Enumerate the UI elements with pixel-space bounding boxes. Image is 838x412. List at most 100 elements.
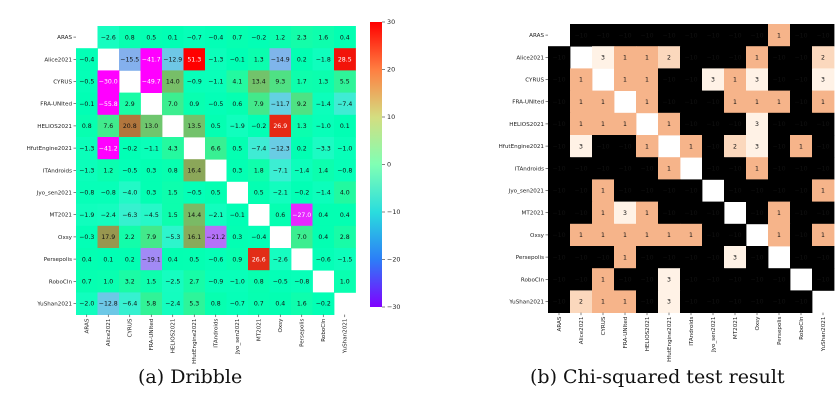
cell-cyrus-robocin <box>790 68 813 91</box>
cell-cyrus-alice2021 <box>570 68 593 91</box>
cell-label-persepolis-fra-united: −19.1 <box>142 256 161 263</box>
cell-aras-oxsy <box>269 26 292 49</box>
cell-label-fra-united-mt2021: 7.9 <box>254 101 264 108</box>
cell-label-aras-robocin: −10 <box>794 32 807 39</box>
cell-alice2021-persepolis <box>291 48 313 71</box>
cell-label-robocin-alice2021: 1.0 <box>103 279 113 286</box>
cell-persepolis-jyo-sen2021 <box>702 246 725 269</box>
cell-label-aras-itandroids: −10 <box>684 32 697 39</box>
cell-jyo-sen2021-aras <box>76 181 98 204</box>
cell-aras-robocin <box>312 26 335 49</box>
cell-fra-united-aras <box>548 90 571 114</box>
cell-label-fra-united-alice2021: −55.8 <box>99 101 118 108</box>
cell-helios2021-itandroids <box>205 114 227 138</box>
cell-label-jyo-sen2021-cyrus: 1 <box>601 188 605 195</box>
cell-hfutengine2021-aras <box>76 137 98 160</box>
cell-label-oxsy-aras: −0.3 <box>79 234 94 241</box>
cell-label-persepolis-helios2021: −10 <box>640 254 653 261</box>
cell-label-aras-hfutengine2021: −10 <box>662 32 675 39</box>
cell-fra-united-alice2021 <box>97 92 120 116</box>
cell-fra-united-oxsy <box>746 90 769 114</box>
cell-mt2021-itandroids <box>680 201 703 225</box>
cell-aras-fra-united <box>140 26 163 49</box>
cell-yushan2021-jyo-sen2021 <box>702 290 725 313</box>
cell-label-robocin-itandroids: −0.9 <box>208 279 223 286</box>
cell-label-robocin-aras: −10 <box>552 277 565 284</box>
cell-cyrus-persepolis <box>291 70 313 93</box>
cell-alice2021-persepolis <box>768 46 791 69</box>
cell-label-persepolis-alice2021: −10 <box>574 254 587 261</box>
cell-cyrus-itandroids <box>205 70 227 93</box>
cell-jyo-sen2021-persepolis <box>768 179 791 202</box>
cell-helios2021-persepolis <box>768 112 791 136</box>
cell-yushan2021-aras <box>548 290 571 313</box>
cell-label-persepolis-oxsy: −10 <box>750 254 763 261</box>
cell-itandroids-cyrus <box>119 159 141 182</box>
cell-fra-united-yushan2021 <box>334 92 356 116</box>
cell-alice2021-robocin <box>790 46 813 69</box>
colorbar-tick-label: −20 <box>387 256 401 264</box>
cell-robocin-aras <box>548 268 571 291</box>
caption-chi-squared: (b) Chi-squared test result <box>530 366 785 388</box>
y-tick-label-persepolis: Persepolis <box>516 255 544 261</box>
cell-label-oxsy-fra-united: 7.9 <box>146 234 156 241</box>
cell-oxsy-fra-united <box>614 223 637 247</box>
cell-label-fra-united-oxsy: 1 <box>755 99 759 106</box>
cell-aras-itandroids <box>680 24 703 47</box>
cell-hfutengine2021-helios2021 <box>162 137 184 160</box>
cell-label-fra-united-oxsy: −11.7 <box>271 101 290 108</box>
cell-itandroids-jyo-sen2021 <box>226 159 249 182</box>
cell-label-helios2021-alice2021: 1 <box>579 121 583 128</box>
cell-helios2021-hfutengine2021 <box>183 114 206 138</box>
cell-yushan2021-itandroids <box>205 292 227 315</box>
cell-label-alice2021-hfutengine2021: 2 <box>667 55 671 62</box>
cell-cyrus-oxsy <box>746 68 769 91</box>
cell-label-hfutengine2021-itandroids: 1 <box>689 143 693 150</box>
cell-yushan2021-fra-united <box>140 292 163 315</box>
cell-jyo-sen2021-aras <box>548 179 571 202</box>
cell-label-aras-hfutengine2021: −0.7 <box>187 34 202 41</box>
x-tick-label-persepolis: Persepolis <box>777 317 783 345</box>
cell-label-robocin-alice2021: −10 <box>574 277 587 284</box>
cell-cyrus-itandroids <box>680 68 703 91</box>
cell-label-alice2021-yushan2021: 28.5 <box>338 57 352 64</box>
cell-cyrus-aras <box>548 68 571 91</box>
cell-aras-cyrus <box>119 26 141 49</box>
cell-label-yushan2021-robocin: −10 <box>794 299 807 306</box>
cell-cyrus-hfutengine2021 <box>183 70 206 93</box>
cell-label-hfutengine2021-helios2021: 1 <box>645 143 649 150</box>
cell-label-hfutengine2021-robocin: 1 <box>799 143 803 150</box>
cell-robocin-helios2021 <box>636 268 659 291</box>
cell-label-cyrus-itandroids: −10 <box>684 77 697 84</box>
cell-label-yushan2021-itandroids: −10 <box>684 299 697 306</box>
cell-label-helios2021-jyo-sen2021: −1.9 <box>230 123 245 130</box>
cell-label-helios2021-aras: −10 <box>552 121 565 128</box>
cell-label-robocin-jyo-sen2021: −1.0 <box>230 279 245 286</box>
cell-label-mt2021-persepolis: 1 <box>777 210 781 217</box>
cell-yushan2021-aras <box>76 292 98 315</box>
cell-label-aras-oxsy: −10 <box>750 32 763 39</box>
cell-label-aras-fra-united: −10 <box>618 32 631 39</box>
cell-label-itandroids-hfutengine2021: 16.4 <box>187 168 201 175</box>
cell-label-yushan2021-cyrus: −6.4 <box>122 301 137 308</box>
cell-aras-helios2021 <box>636 24 659 47</box>
cell-label-robocin-cyrus: 3.2 <box>125 279 135 286</box>
cell-persepolis-alice2021 <box>570 246 593 269</box>
x-tick-label-fra-united: FRA-UNIted <box>149 318 155 350</box>
cell-jyo-sen2021-itandroids <box>680 179 703 202</box>
x-tick-label-aras: ARAS <box>557 316 563 331</box>
cell-label-oxsy-itandroids: 1 <box>689 232 693 239</box>
cell-label-fra-united-robocin: −10 <box>794 99 807 106</box>
cell-cyrus-mt2021 <box>724 68 747 91</box>
cell-label-robocin-fra-united: 1.5 <box>146 279 156 286</box>
cell-mt2021-fra-united <box>140 203 163 227</box>
cell-cyrus-yushan2021 <box>334 70 356 93</box>
cell-label-mt2021-itandroids: −2.1 <box>208 212 223 219</box>
cell-label-fra-united-cyrus: 1 <box>601 99 605 106</box>
cell-label-mt2021-hfutengine2021: −10 <box>662 210 675 217</box>
y-tick-label-mt2021: MT2021 <box>522 211 545 217</box>
cell-label-yushan2021-hfutengine2021: 3 <box>667 299 671 306</box>
cell-itandroids-mt2021 <box>248 159 270 182</box>
cell-oxsy-mt2021 <box>724 223 747 247</box>
cell-mt2021-aras <box>548 201 571 225</box>
